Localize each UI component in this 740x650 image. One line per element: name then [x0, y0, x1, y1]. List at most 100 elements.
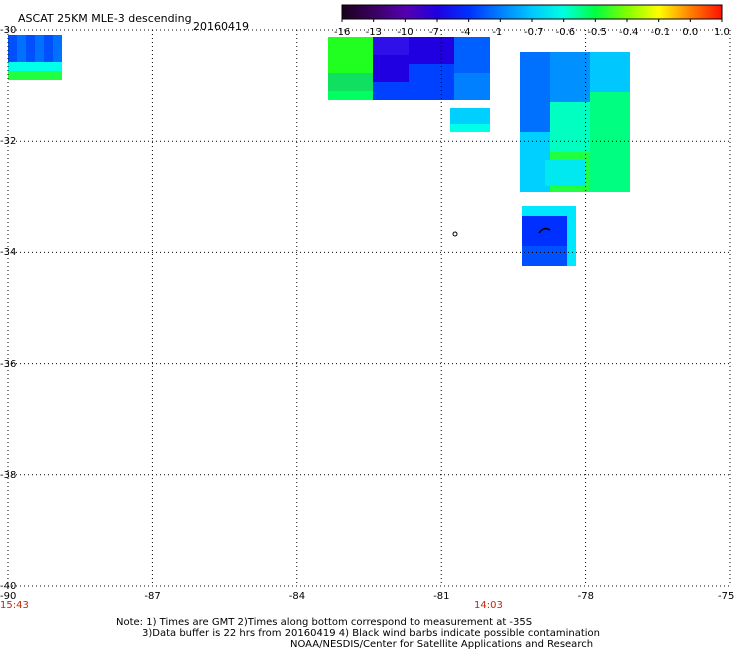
data-cell — [445, 64, 454, 73]
longitude-label: -87 — [144, 591, 161, 602]
data-cell — [550, 52, 560, 62]
data-cell — [364, 64, 373, 73]
data-cell — [409, 37, 418, 46]
map-date: 20160419 — [193, 20, 249, 33]
data-cell — [520, 172, 530, 182]
data-cell — [409, 82, 418, 91]
data-cell — [530, 152, 540, 162]
data-cell — [580, 112, 590, 122]
data-cell — [590, 82, 600, 92]
data-cell — [418, 73, 427, 82]
data-cell — [472, 37, 481, 46]
data-cell — [472, 91, 481, 100]
data-cell — [600, 62, 610, 72]
data-cell — [17, 62, 26, 71]
data-cell — [427, 55, 436, 64]
data-cell — [590, 72, 600, 82]
data-cell — [481, 82, 490, 91]
data-cell — [522, 246, 531, 256]
data-cell — [418, 82, 427, 91]
data-cell — [8, 71, 17, 80]
data-cell — [600, 182, 610, 192]
data-cell — [549, 226, 558, 236]
data-cell — [355, 82, 364, 91]
data-cell — [600, 92, 610, 102]
data-cell — [53, 44, 62, 53]
data-cell — [560, 122, 570, 132]
data-cell — [337, 73, 346, 82]
data-cell — [400, 82, 409, 91]
data-cell — [450, 124, 458, 132]
latitude-label: -40 — [0, 581, 17, 592]
data-cell — [445, 91, 454, 100]
data-cell — [620, 72, 630, 82]
data-cell — [520, 132, 530, 142]
data-cell — [610, 92, 620, 102]
data-cell — [530, 52, 540, 62]
data-cell — [531, 206, 540, 216]
data-cell — [560, 82, 570, 92]
data-cell — [570, 152, 580, 162]
data-cell — [550, 102, 560, 112]
data-cell — [436, 73, 445, 82]
data-cell — [590, 122, 600, 132]
data-cell — [26, 35, 35, 44]
data-cell — [590, 162, 600, 172]
data-cell — [590, 172, 600, 182]
data-cell — [550, 182, 560, 192]
data-cell — [418, 91, 427, 100]
data-cell — [373, 37, 382, 46]
data-cell — [337, 64, 346, 73]
colorbar-tick-label: -0.4 — [619, 27, 639, 38]
data-cell — [373, 46, 382, 55]
data-cell — [530, 142, 540, 152]
data-cell — [409, 73, 418, 82]
data-cell — [550, 92, 560, 102]
colorbar-tick-label: 0.0 — [682, 27, 699, 38]
data-cell — [481, 46, 490, 55]
data-cell — [590, 92, 600, 102]
data-cell — [364, 37, 373, 46]
data-cell — [328, 91, 337, 100]
data-cell — [560, 62, 570, 72]
data-cell — [620, 62, 630, 72]
data-cell — [454, 37, 463, 46]
data-cell — [558, 236, 567, 246]
data-cell — [558, 256, 567, 266]
colorbar-tick-label: -7 — [429, 27, 439, 38]
data-cell — [540, 62, 550, 72]
data-cell — [472, 46, 481, 55]
data-cell — [481, 37, 490, 46]
colorbar-tick-label: -1 — [492, 27, 503, 38]
data-cell — [610, 182, 620, 192]
data-cell — [580, 72, 590, 82]
colorbar-tick-label: -16 — [334, 27, 351, 38]
data-cell — [53, 62, 62, 71]
data-cell — [427, 46, 436, 55]
data-cell — [570, 72, 580, 82]
data-cell — [463, 46, 472, 55]
data-cell — [8, 35, 17, 44]
data-cell — [520, 142, 530, 152]
data-cell — [600, 172, 610, 182]
data-cell — [454, 73, 463, 82]
colorbar-tick-label: -0.6 — [555, 27, 576, 38]
data-cell — [610, 132, 620, 142]
data-cell — [328, 37, 337, 46]
data-cell — [8, 62, 17, 71]
data-cell — [454, 46, 463, 55]
colorbar-tick-label: -0.5 — [587, 27, 607, 38]
data-cell — [560, 112, 570, 122]
data-cell — [520, 112, 530, 122]
data-cell — [8, 53, 17, 62]
data-cell — [540, 236, 549, 246]
data-cell — [540, 182, 550, 192]
data-cell — [610, 72, 620, 82]
data-cell — [454, 82, 463, 91]
data-cell — [520, 92, 530, 102]
data-cell — [427, 73, 436, 82]
data-cell — [600, 162, 610, 172]
data-cell — [540, 102, 550, 112]
data-cell — [567, 246, 576, 256]
data-cell — [35, 35, 44, 44]
